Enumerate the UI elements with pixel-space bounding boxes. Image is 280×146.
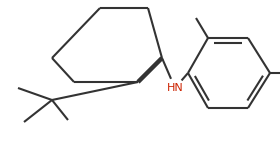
Text: HN: HN [167, 83, 183, 93]
